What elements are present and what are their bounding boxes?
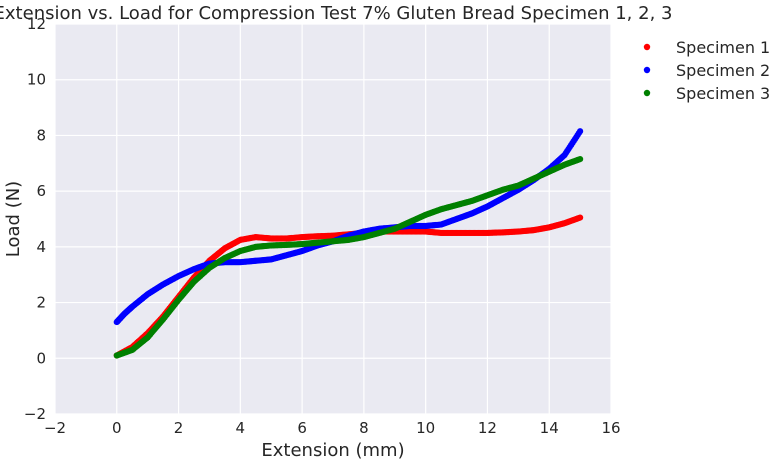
x-axis-title: Extension (mm) [261,440,404,461]
legend-marker-specimen-2 [643,66,651,74]
x-tick-label: 8 [359,419,369,437]
y-tick-label: −2 [24,405,46,423]
y-tick-label: 8 [36,126,46,144]
x-tick-labels: −2 0 2 4 6 8 10 12 14 16 [44,419,621,437]
data-point [577,128,584,135]
x-tick-label: 2 [174,419,184,437]
x-tick-label: 6 [297,419,307,437]
y-axis-title: Load (N) [3,181,24,257]
plot-area [55,24,611,414]
legend-marker-specimen-3 [643,89,651,97]
grid-lines [54,23,612,415]
series-specimen-3 [113,156,584,359]
legend-label-specimen-3: Specimen 3 [676,84,770,103]
y-tick-label: 6 [36,182,46,200]
legend: Specimen 1 Specimen 2 Specimen 3 [643,38,770,103]
legend-marker-specimen-1 [643,43,651,51]
y-tick-labels: −2 0 2 4 6 8 10 12 [24,15,46,423]
y-tick-label: 10 [27,71,46,89]
y-tick-label: 0 [36,349,46,367]
chart-title: Extension vs. Load for Compression Test … [0,3,672,24]
data-point [577,214,584,221]
y-tick-label: 12 [27,15,46,33]
legend-label-specimen-2: Specimen 2 [676,61,770,80]
x-tick-label: 14 [540,419,559,437]
x-tick-label: 10 [416,419,435,437]
data-points [113,128,584,359]
x-tick-label: 12 [478,419,497,437]
data-point [577,156,584,163]
x-tick-label: 4 [236,419,246,437]
y-tick-label: 2 [36,294,46,312]
x-tick-label: 16 [601,419,620,437]
legend-label-specimen-1: Specimen 1 [676,38,770,57]
y-tick-label: 4 [36,238,46,256]
x-tick-label: −2 [44,419,66,437]
x-tick-label: 0 [112,419,122,437]
